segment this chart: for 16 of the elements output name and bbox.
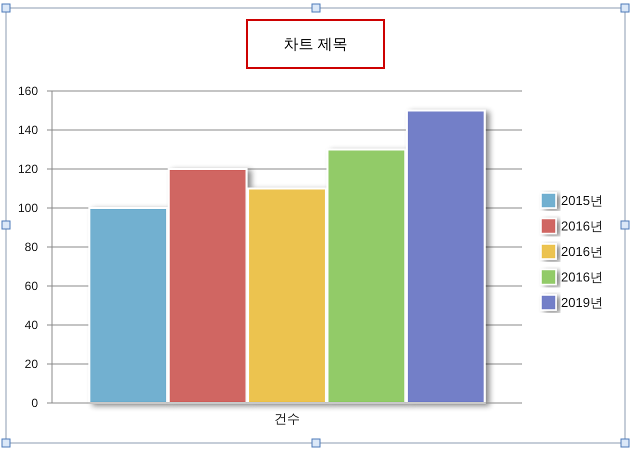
y-tick-label: 160	[18, 84, 38, 98]
x-tick-label: 건수	[274, 411, 300, 426]
y-tick-label: 20	[24, 357, 38, 371]
y-tick-label: 60	[24, 279, 38, 293]
y-tick-label: 100	[18, 201, 38, 215]
legend-label: 2016년	[561, 270, 603, 284]
legend-label: 2016년	[561, 244, 603, 259]
y-tick-label: 120	[18, 162, 38, 176]
y-tick-label: 0	[31, 396, 38, 410]
y-tick-label: 40	[24, 318, 38, 332]
chart-title: 차트 제목	[283, 36, 348, 53]
legend-label: 2015년	[561, 193, 603, 208]
y-tick-label: 140	[18, 123, 38, 137]
legend-label: 2019년	[561, 295, 603, 310]
legend-label: 2016년	[561, 218, 603, 234]
y-tick-label: 80	[24, 240, 38, 254]
